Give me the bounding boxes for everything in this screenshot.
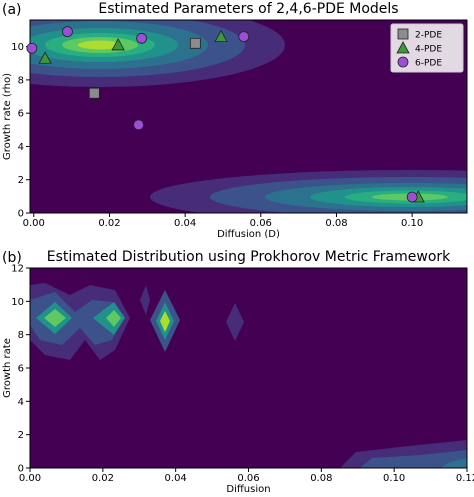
x-axis-label: Diffusion (D) bbox=[217, 229, 280, 240]
data-point bbox=[406, 191, 418, 203]
legend-marker bbox=[396, 41, 410, 54]
panel-label: (b) bbox=[2, 250, 22, 266]
y-tick-label: 2 bbox=[18, 175, 24, 186]
plot-frame bbox=[29, 19, 468, 214]
y-tick-label: 4 bbox=[18, 397, 24, 408]
contour-b bbox=[30, 268, 467, 468]
y-tick-label: 10 bbox=[11, 297, 24, 308]
x-tick-label: 0.04 bbox=[174, 218, 196, 229]
data-point bbox=[136, 32, 148, 44]
data-point bbox=[133, 119, 144, 131]
legend-marker bbox=[397, 56, 409, 68]
y-tick-label: 0 bbox=[18, 464, 24, 475]
x-tick-label: 0.10 bbox=[383, 473, 405, 484]
data-point bbox=[88, 87, 100, 99]
x-tick-label: 0.04 bbox=[165, 473, 187, 484]
data-point bbox=[26, 42, 38, 54]
x-tick-label: 0.00 bbox=[23, 218, 45, 229]
x-tick-label: 0.02 bbox=[98, 218, 120, 229]
y-tick-label: 12 bbox=[11, 264, 24, 275]
y-tick-label: 6 bbox=[18, 364, 24, 375]
legend-box bbox=[390, 23, 464, 73]
x-tick-label: 0.08 bbox=[325, 218, 347, 229]
y-tick-label: 10 bbox=[11, 42, 24, 53]
x-tick-label: 0.06 bbox=[237, 473, 259, 484]
legend-label: 6-PDE bbox=[415, 59, 442, 69]
x-tick-label: 0.02 bbox=[92, 473, 114, 484]
data-point bbox=[214, 29, 228, 43]
data-point bbox=[38, 51, 52, 64]
legend-label: 2-PDE bbox=[415, 31, 442, 41]
x-tick-label: 0.00 bbox=[19, 473, 41, 484]
y-axis-label: Growth rate bbox=[2, 338, 13, 398]
x-tick-label: 0.10 bbox=[401, 218, 423, 229]
legend-marker bbox=[397, 28, 409, 40]
chart-title: Estimated Parameters of 2,4,6-PDE Models bbox=[98, 1, 398, 17]
panel-label: (a) bbox=[2, 2, 22, 18]
data-point bbox=[189, 37, 201, 49]
x-tick-label: 0.08 bbox=[310, 473, 332, 484]
y-tick-label: 2 bbox=[18, 430, 24, 441]
y-tick-label: 4 bbox=[18, 142, 24, 153]
data-point bbox=[238, 31, 250, 43]
data-point bbox=[62, 26, 73, 38]
x-axis-label: Diffusion bbox=[226, 484, 270, 493]
chart-title: Estimated Distribution using Prokhorov M… bbox=[47, 249, 451, 265]
y-tick-label: 6 bbox=[18, 109, 24, 120]
y-axis-label: Growth rate (rho) bbox=[2, 73, 13, 160]
y-tick-label: 8 bbox=[18, 75, 24, 86]
y-tick-label: 8 bbox=[18, 330, 24, 341]
x-tick-label: 0.06 bbox=[250, 218, 272, 229]
y-tick-label: 0 bbox=[18, 209, 24, 220]
data-point bbox=[111, 38, 125, 51]
x-tick-label: 0.12 bbox=[456, 473, 474, 484]
legend-label: 4-PDE bbox=[415, 45, 442, 55]
